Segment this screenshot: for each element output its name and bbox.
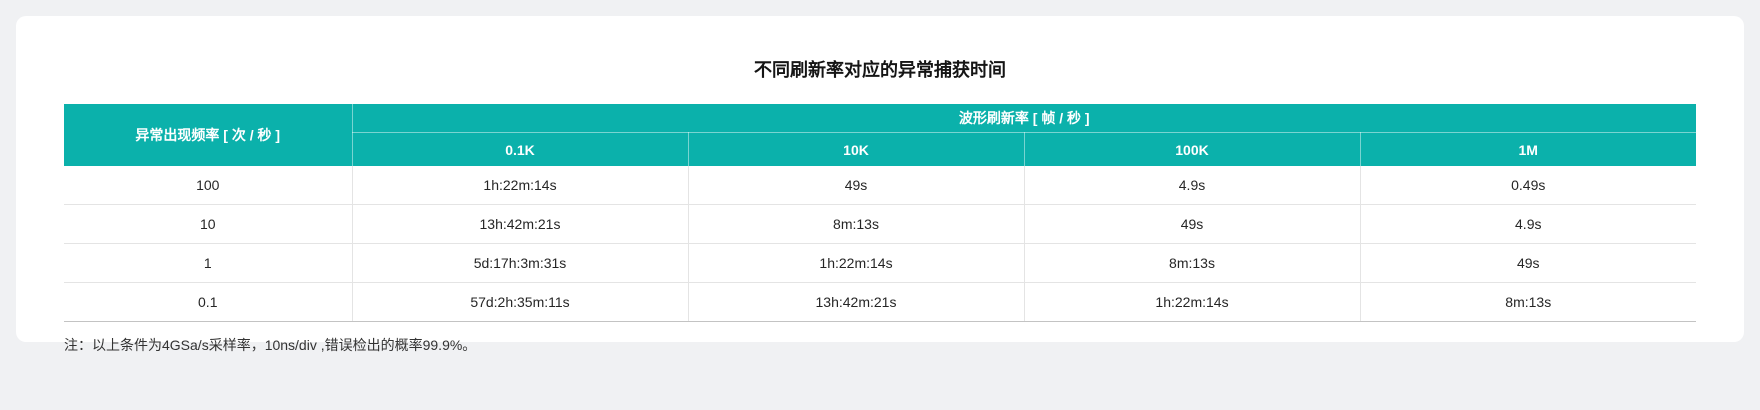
column-header-10k: 10K — [687, 132, 1024, 166]
frequency-cell: 10 — [64, 204, 352, 244]
content-card: 不同刷新率对应的异常捕获时间 异常出现频率 [ 次 / 秒 ] 波形刷新率 [ … — [16, 16, 1744, 353]
capture-time-cell: 49s — [1359, 243, 1696, 283]
capture-time-cell: 4.9s — [1023, 166, 1360, 205]
column-header-1m: 1M — [1359, 132, 1696, 166]
capture-time-cell: 0.49s — [1359, 166, 1696, 205]
capture-time-cell: 8m:13s — [687, 204, 1024, 244]
capture-time-table: 异常出现频率 [ 次 / 秒 ] 波形刷新率 [ 帧 / 秒 ] 0.1K 10… — [64, 104, 1696, 322]
table-row: 1 5d:17h:3m:31s 1h:22m:14s 8m:13s 49s — [64, 243, 1696, 283]
frequency-cell: 100 — [64, 166, 352, 205]
page-title: 不同刷新率对应的异常捕获时间 — [754, 60, 1006, 80]
frequency-cell: 0.1 — [64, 282, 352, 322]
capture-time-cell: 1h:22m:14s — [687, 243, 1024, 283]
capture-time-cell: 1h:22m:14s — [1023, 282, 1360, 322]
refresh-rate-group-header: 波形刷新率 [ 帧 / 秒 ] — [351, 104, 1696, 133]
capture-time-cell: 1h:22m:14s — [351, 166, 688, 205]
table-row: 10 13h:42m:21s 8m:13s 49s 4.9s — [64, 204, 1696, 244]
capture-time-cell: 5d:17h:3m:31s — [351, 243, 688, 283]
capture-time-cell: 13h:42m:21s — [687, 282, 1024, 322]
capture-time-cell: 13h:42m:21s — [351, 204, 688, 244]
capture-time-cell: 49s — [687, 166, 1024, 205]
table-row: 0.1 57d:2h:35m:11s 13h:42m:21s 1h:22m:14… — [64, 282, 1696, 322]
table-row: 100 1h:22m:14s 49s 4.9s 0.49s — [64, 166, 1696, 205]
exception-frequency-header: 异常出现频率 [ 次 / 秒 ] — [64, 104, 352, 166]
frequency-cell: 1 — [64, 243, 352, 283]
capture-time-table-wrapper: 异常出现频率 [ 次 / 秒 ] 波形刷新率 [ 帧 / 秒 ] 0.1K 10… — [64, 104, 1696, 322]
capture-time-cell: 4.9s — [1359, 204, 1696, 244]
capture-time-cell: 8m:13s — [1023, 243, 1360, 283]
capture-time-cell: 57d:2h:35m:11s — [351, 282, 688, 322]
footnote: 注：以上条件为4GSa/s采样率，10ns/div ,错误检出的概率99.9%。 — [64, 337, 477, 353]
column-header-100k: 100K — [1023, 132, 1360, 166]
capture-time-cell: 49s — [1023, 204, 1360, 244]
capture-time-cell: 8m:13s — [1359, 282, 1696, 322]
column-header-0-1k: 0.1K — [351, 132, 688, 166]
